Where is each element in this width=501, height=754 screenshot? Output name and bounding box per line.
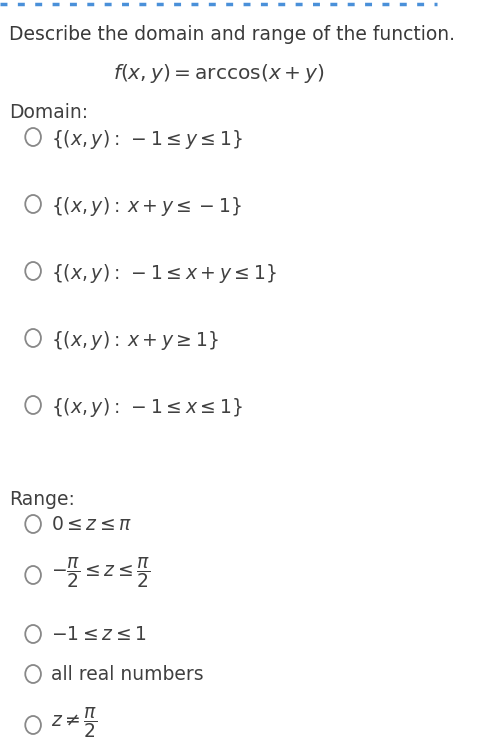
Text: Range:: Range: xyxy=(9,490,75,509)
Text: $f(x, y) = \mathrm{arccos}(x + y)$: $f(x, y) = \mathrm{arccos}(x + y)$ xyxy=(113,62,324,85)
Text: Domain:: Domain: xyxy=(9,103,88,122)
Text: Describe the domain and range of the function.: Describe the domain and range of the fun… xyxy=(9,25,454,44)
Text: $\{(x, y):\: x + y \leq -1\}$: $\{(x, y):\: x + y \leq -1\}$ xyxy=(51,195,241,218)
Text: $0 \leq z \leq \pi$: $0 \leq z \leq \pi$ xyxy=(51,515,132,534)
Text: $\{(x, y):\: x + y \geq 1\}$: $\{(x, y):\: x + y \geq 1\}$ xyxy=(51,329,218,352)
Text: $-1 \leq z \leq 1$: $-1 \leq z \leq 1$ xyxy=(51,625,146,644)
Text: $z \neq \dfrac{\pi}{2}$: $z \neq \dfrac{\pi}{2}$ xyxy=(51,705,97,740)
Text: $-\dfrac{\pi}{2} \leq z \leq \dfrac{\pi}{2}$: $-\dfrac{\pi}{2} \leq z \leq \dfrac{\pi}… xyxy=(51,555,150,590)
Text: $\{(x, y):\: -1 \leq y \leq 1\}$: $\{(x, y):\: -1 \leq y \leq 1\}$ xyxy=(51,128,241,151)
Text: $\{(x, y):\: -1 \leq x \leq 1\}$: $\{(x, y):\: -1 \leq x \leq 1\}$ xyxy=(51,396,241,419)
Text: all real numbers: all real numbers xyxy=(51,665,203,684)
Text: $\{(x, y):\: -1 \leq x + y \leq 1\}$: $\{(x, y):\: -1 \leq x + y \leq 1\}$ xyxy=(51,262,276,285)
